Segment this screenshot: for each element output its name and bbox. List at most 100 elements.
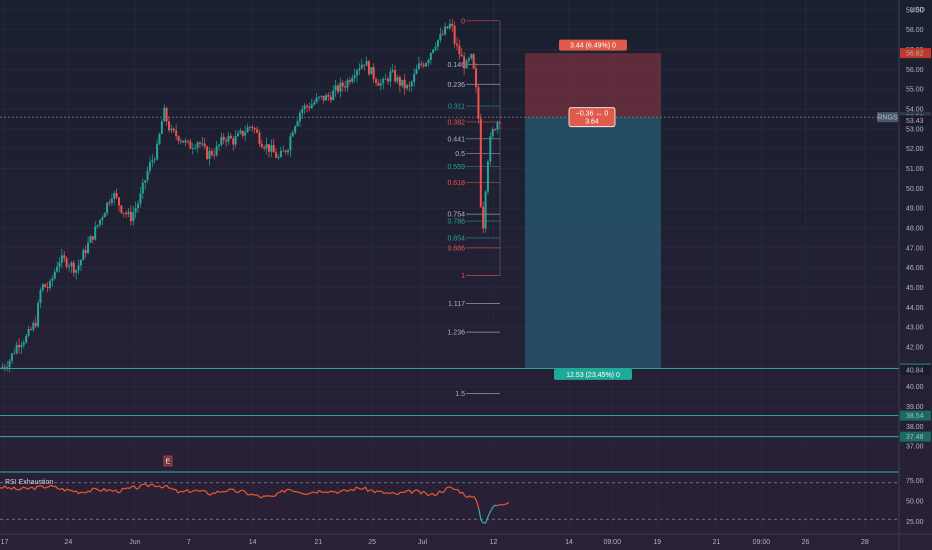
rsi-line-segment <box>55 485 59 490</box>
candle-body <box>175 130 178 137</box>
candle-body <box>51 278 54 281</box>
candle-body <box>422 64 425 67</box>
candle-body <box>432 49 435 53</box>
candle-body <box>498 122 501 124</box>
rsi-line-segment <box>0 487 3 489</box>
rsi-line-segment <box>256 494 260 497</box>
x-tick-label: 12 <box>490 539 498 546</box>
rsi-line-segment <box>89 488 94 493</box>
candle-body <box>398 77 401 86</box>
candle-body <box>29 328 32 330</box>
rsi-line-segment <box>124 487 128 490</box>
rsi-line-segment <box>115 489 119 494</box>
candle-body <box>3 366 6 368</box>
rsi-line-segment <box>233 488 237 493</box>
rsi-line-segment <box>150 483 153 486</box>
x-tick-label: Jul <box>418 539 427 546</box>
rsi-line-segment <box>59 487 63 491</box>
entry-label-text: −0.36 ↔ 0 <box>576 111 609 118</box>
candle-body <box>470 54 473 59</box>
candle-body <box>463 56 466 69</box>
candle-body <box>403 79 406 89</box>
candle-body <box>63 255 66 259</box>
candle-body <box>415 69 418 75</box>
candle-body <box>377 82 380 86</box>
candle-body <box>413 74 416 82</box>
fib-level-label: 0.311 <box>448 104 465 111</box>
candle-body <box>389 71 392 82</box>
rsi-line-segment <box>249 493 253 496</box>
rsi-line-segment <box>436 490 440 495</box>
time-axis: 17 24 Jun 7 14 21 25 Jul 12 14 09:00 19 21 09:00 26 28 <box>0 533 932 546</box>
candle-body <box>439 34 442 40</box>
candle-body <box>282 150 285 152</box>
candle-body <box>279 150 282 157</box>
candle-body <box>494 129 497 130</box>
candle-body <box>448 23 451 29</box>
rsi-line-segment <box>416 489 419 492</box>
rsi-line-segment <box>392 492 396 495</box>
candle-body <box>163 107 166 122</box>
candle-body <box>386 78 389 82</box>
candle-body <box>75 270 78 273</box>
rsi-line-segment <box>420 490 424 495</box>
candle-body <box>317 96 320 98</box>
rsi-line-segment <box>471 496 475 498</box>
candle-body <box>425 63 428 67</box>
candle-body <box>139 193 142 204</box>
y-tick-label: 52.00 <box>906 146 924 153</box>
rsi-line-segment <box>106 489 110 492</box>
y-tick-label: 46.00 <box>906 265 924 272</box>
rsi-line-segment <box>71 489 75 493</box>
candle-body <box>451 23 454 26</box>
y-tick-label: 37.00 <box>906 444 924 451</box>
rsi-line-segment <box>408 489 413 494</box>
ticker-tag-bg <box>877 112 898 123</box>
candle-body <box>22 342 25 345</box>
candle-body <box>141 182 144 194</box>
candle-body <box>365 61 368 66</box>
rsi-line-segment <box>309 491 313 494</box>
candle-body <box>375 78 378 83</box>
rsi-line-segment <box>284 489 288 493</box>
candle-body <box>237 133 240 137</box>
candle-body <box>217 144 220 147</box>
rsi-line-segment <box>138 484 142 489</box>
rsi-line-segment <box>96 488 100 492</box>
candle-body <box>96 225 99 227</box>
rsi-line-segment <box>57 488 61 491</box>
rsi-line-segment <box>237 490 241 493</box>
candle-body <box>210 151 213 155</box>
rsi-line-segment <box>298 491 301 494</box>
stop-label: 3.44 (6.49%) 0 <box>559 39 627 51</box>
candle-body <box>479 118 482 207</box>
rsi-line-segment <box>83 491 86 494</box>
rsi-line-segment <box>41 485 45 489</box>
candle-body <box>182 140 185 143</box>
rsi-line-segment <box>381 490 385 495</box>
candle-body <box>241 130 244 136</box>
candle-body <box>267 144 270 152</box>
candle-body <box>115 193 118 198</box>
candle-body <box>225 140 228 142</box>
candle-body <box>275 152 278 158</box>
candle-body <box>129 211 132 222</box>
entry-label: −0.36 ↔ 03.64 <box>568 107 616 128</box>
candle-body <box>458 45 461 55</box>
x-tick-label: 09:00 <box>603 539 621 546</box>
fib-level-label: 0.236 <box>447 82 465 89</box>
candle-body <box>384 78 387 80</box>
price-label-bg <box>900 431 931 442</box>
rsi-line-segment <box>473 496 477 502</box>
candle-body <box>110 198 113 203</box>
candle-body <box>103 213 106 218</box>
candle-body <box>198 142 201 145</box>
fib-level-label: 0.146 <box>447 62 465 69</box>
rsi-line-segment <box>494 504 498 507</box>
target-label-bg <box>554 368 632 380</box>
y-tick-label: 51.00 <box>906 166 924 173</box>
fib-level-label: 0.618 <box>447 180 465 187</box>
candle-body <box>70 262 73 267</box>
candle-body <box>170 128 173 131</box>
